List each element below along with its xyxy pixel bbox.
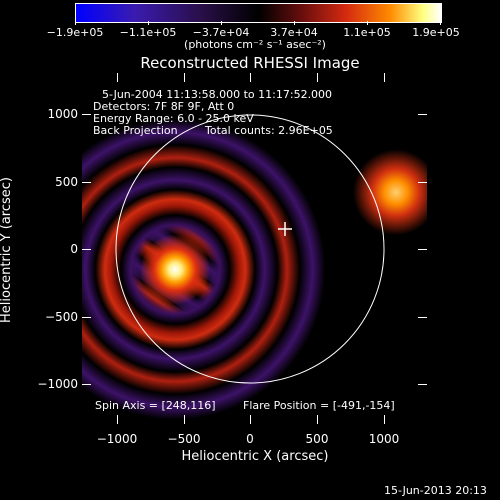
colorbar-tick-label: 1.1e+05 bbox=[343, 26, 391, 39]
detectors-label: Detectors: 7F 8F 9F, Att 0 bbox=[93, 100, 235, 113]
x-tick-label: 500 bbox=[305, 432, 329, 446]
colorbar bbox=[75, 3, 442, 23]
colorbar-tick-label: −1.9e+05 bbox=[46, 26, 104, 39]
disk-overlay bbox=[115, 114, 385, 384]
plot-title: Reconstructed RHESSI Image bbox=[140, 54, 360, 72]
spin-axis-label: Spin Axis = [248,116] bbox=[95, 399, 216, 412]
time-range-label: 5-Jun-2004 11:13:58.000 to 11:17:52.000 bbox=[102, 88, 333, 101]
footer-timestamp: 15-Jun-2013 20:13 bbox=[384, 484, 487, 497]
colorbar-tick-label: 3.7e+04 bbox=[270, 26, 318, 39]
method-label: Back Projection bbox=[93, 124, 178, 137]
y-tick-label: 1000 bbox=[47, 107, 78, 121]
y-tick-label: 0 bbox=[70, 242, 78, 256]
colorbar-tick-label: −3.7e+04 bbox=[192, 26, 250, 39]
x-tick-label: 1000 bbox=[368, 432, 400, 446]
x-tick-label: −500 bbox=[167, 432, 201, 446]
x-tick-label: −1000 bbox=[96, 432, 138, 446]
x-axis-title: Heliocentric X (arcsec) bbox=[181, 449, 329, 464]
y-tick-label: −500 bbox=[45, 310, 78, 324]
colorbar-tick-label: 1.9e+05 bbox=[412, 26, 460, 39]
colorbar-ticks bbox=[0, 0, 500, 30]
y-tick-label: 500 bbox=[55, 175, 78, 189]
colorbar-unit-label: (photons cm⁻² s⁻¹ asec⁻²) bbox=[184, 38, 326, 51]
colorbar-tick-label: −1.1e+05 bbox=[119, 26, 177, 39]
y-tick-label: −1000 bbox=[37, 377, 78, 391]
y-axis-title: Heliocentric Y (arcsec) bbox=[0, 177, 14, 323]
total-counts-label: Total counts: 2.96E+05 bbox=[205, 124, 333, 137]
x-tick-label: 0 bbox=[246, 432, 254, 446]
flare-position-label: Flare Position = [-491,-154] bbox=[243, 399, 395, 412]
plot-frame bbox=[82, 73, 427, 424]
energy-range-label: Energy Range: 6.0 - 25.0 keV bbox=[93, 112, 254, 125]
